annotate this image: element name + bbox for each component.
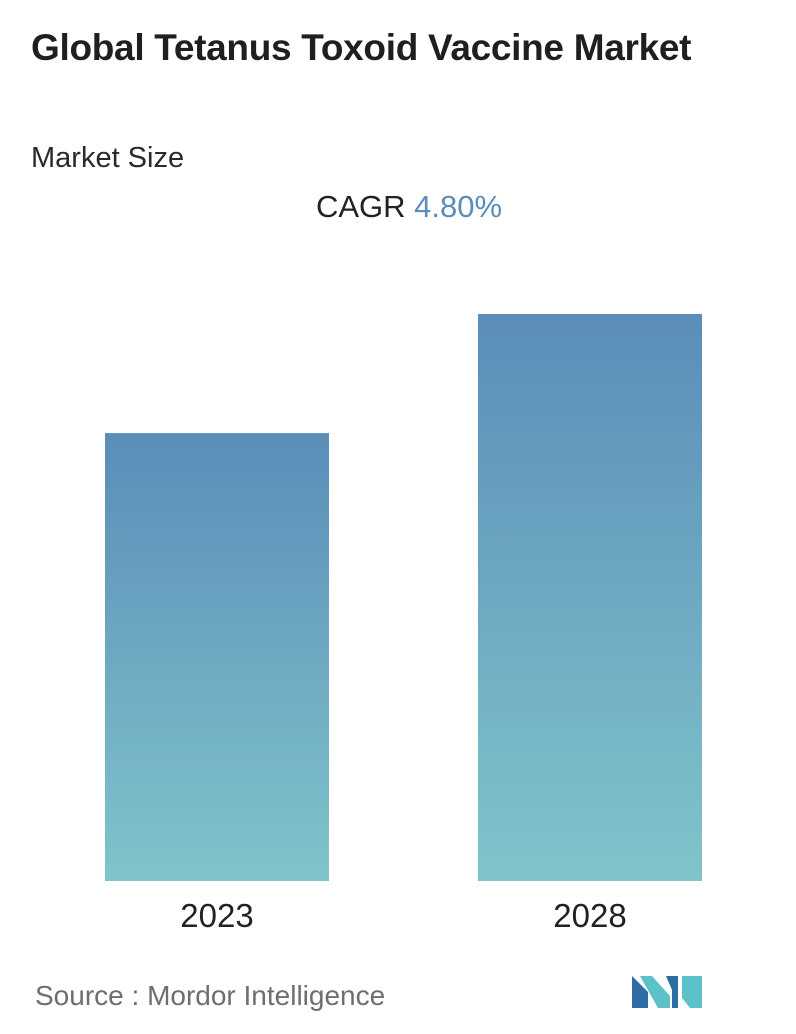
chart-subtitle: Market Size xyxy=(31,142,185,174)
source-name: Mordor Intelligence xyxy=(147,980,386,1011)
cagr-annotation: CAGR 4.80% xyxy=(0,186,796,228)
mordor-logo-icon xyxy=(632,976,702,1008)
bars-group xyxy=(105,314,702,881)
bar-2023 xyxy=(105,433,329,881)
x-tick-label-2023: 2023 xyxy=(180,897,253,934)
source-label: Source : xyxy=(35,980,140,1011)
cagr-label: CAGR xyxy=(315,189,406,224)
x-tick-label-2028: 2028 xyxy=(553,897,626,934)
chart-title: Global Tetanus Toxoid Vaccine Market xyxy=(31,27,692,68)
source-note: Source : Mordor Intelligence xyxy=(35,976,385,1016)
x-tick-labels: 2023 2028 xyxy=(180,897,626,934)
cagr-value: 4.80% xyxy=(414,189,503,224)
bar-2028 xyxy=(478,314,702,881)
